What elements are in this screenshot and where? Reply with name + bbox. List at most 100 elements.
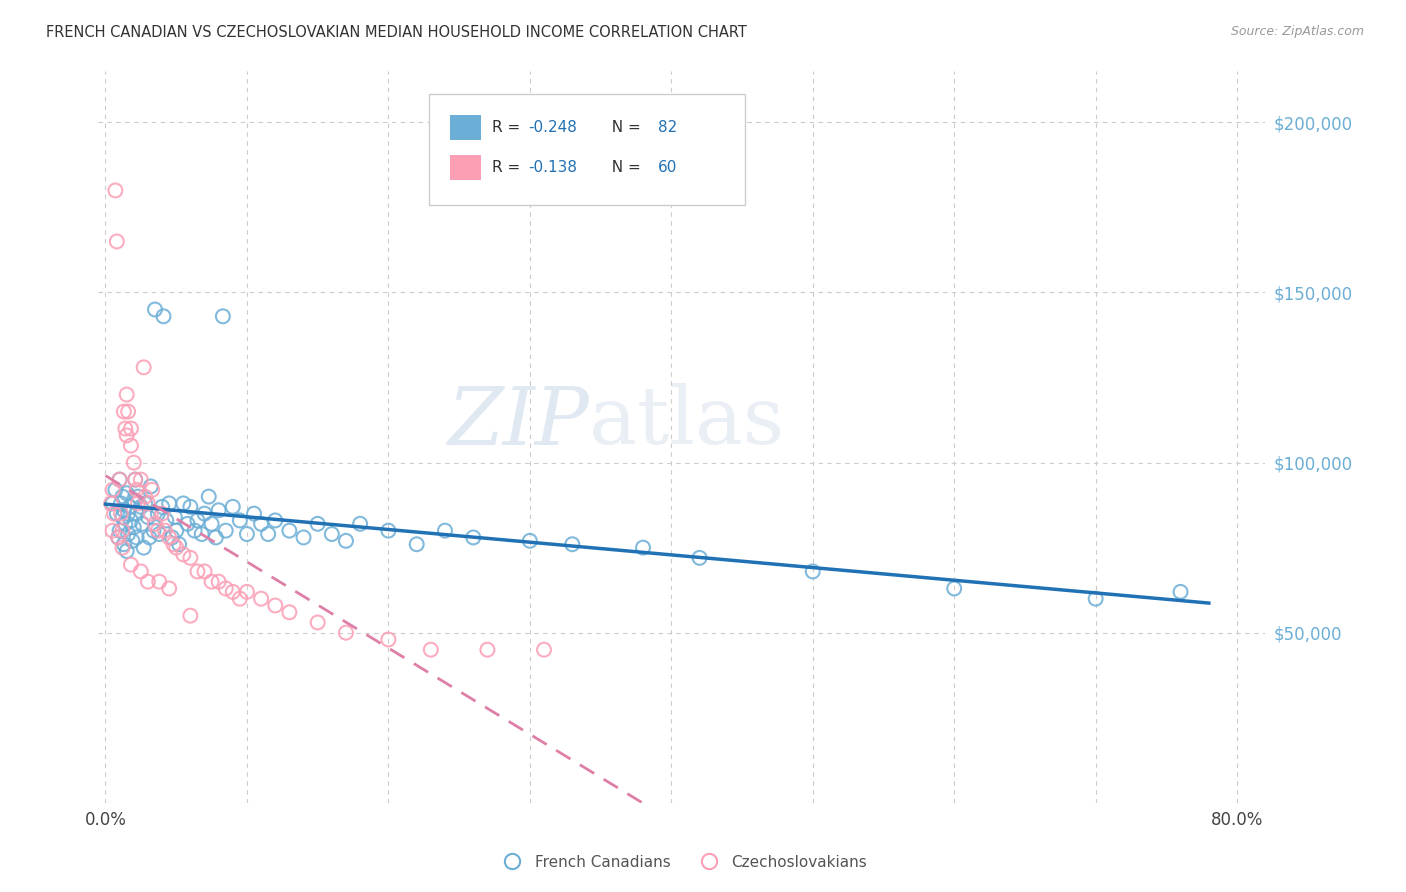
Point <box>157 531 180 545</box>
Point <box>321 527 343 541</box>
Point <box>108 473 131 487</box>
Text: N =: N = <box>602 161 645 175</box>
Point <box>419 642 441 657</box>
Point <box>131 516 153 531</box>
Point <box>132 360 155 375</box>
Point <box>117 404 139 418</box>
Point <box>243 507 266 521</box>
Point <box>208 574 231 589</box>
Point <box>103 507 125 521</box>
Point <box>477 642 499 657</box>
Point <box>139 507 162 521</box>
Point <box>157 496 180 510</box>
Point <box>162 537 184 551</box>
Point <box>222 500 245 514</box>
Point <box>120 439 142 453</box>
Point <box>533 642 555 657</box>
Point <box>150 500 173 514</box>
Point <box>127 490 149 504</box>
Text: Source: ZipAtlas.com: Source: ZipAtlas.com <box>1230 25 1364 38</box>
Point <box>200 574 222 589</box>
Point <box>111 541 134 555</box>
Point <box>105 235 128 249</box>
Point <box>631 541 654 555</box>
Point <box>250 516 273 531</box>
Point <box>150 507 173 521</box>
Text: 82: 82 <box>658 120 678 135</box>
Point <box>561 537 583 551</box>
Point <box>104 483 127 497</box>
Point <box>112 537 135 551</box>
Text: -0.138: -0.138 <box>529 161 578 175</box>
Text: N =: N = <box>602 120 645 135</box>
Point <box>307 615 329 630</box>
Point <box>212 310 235 324</box>
Point <box>134 490 156 504</box>
Text: R =: R = <box>492 120 526 135</box>
Point <box>229 513 252 527</box>
Text: 60: 60 <box>658 161 678 175</box>
Point <box>108 524 131 538</box>
Point <box>122 456 145 470</box>
Point <box>129 473 152 487</box>
Point <box>138 531 160 545</box>
Point <box>146 524 169 538</box>
Point <box>115 544 138 558</box>
Point <box>115 486 138 500</box>
Point <box>257 527 280 541</box>
Point <box>197 490 219 504</box>
Point <box>186 513 208 527</box>
Point <box>349 516 371 531</box>
Point <box>519 533 541 548</box>
Point <box>208 503 231 517</box>
Point <box>205 531 228 545</box>
Point <box>115 387 138 401</box>
Point <box>148 574 170 589</box>
Point <box>172 496 194 510</box>
Point <box>108 473 131 487</box>
Point <box>193 565 215 579</box>
Point <box>124 473 146 487</box>
Point <box>141 483 163 497</box>
Point <box>176 516 198 531</box>
Point <box>278 605 301 619</box>
Point <box>142 524 165 538</box>
Point <box>236 527 259 541</box>
Point <box>152 310 174 324</box>
Point <box>179 550 201 565</box>
Point <box>183 524 205 538</box>
Point <box>433 524 456 538</box>
Point <box>1170 585 1192 599</box>
Point <box>120 421 142 435</box>
Point <box>278 524 301 538</box>
Point <box>153 524 176 538</box>
Point <box>200 516 222 531</box>
Point <box>163 510 186 524</box>
Point <box>307 516 329 531</box>
Point <box>160 531 183 545</box>
Point <box>179 500 201 514</box>
Text: -0.248: -0.248 <box>529 120 578 135</box>
Point <box>101 483 124 497</box>
Point <box>101 496 124 510</box>
Point <box>111 510 134 524</box>
Point <box>377 524 399 538</box>
Point <box>215 524 238 538</box>
Point <box>120 513 142 527</box>
Point <box>335 625 357 640</box>
Point <box>250 591 273 606</box>
Point <box>335 533 357 548</box>
Point <box>165 541 187 555</box>
Point <box>104 183 127 197</box>
Point <box>112 503 135 517</box>
Point <box>111 490 134 504</box>
Point <box>167 537 190 551</box>
Point <box>148 527 170 541</box>
Point <box>121 533 143 548</box>
Point <box>943 582 966 596</box>
Point <box>222 585 245 599</box>
Point <box>136 496 159 510</box>
Point <box>264 599 287 613</box>
Point <box>229 591 252 606</box>
Point <box>114 421 136 435</box>
